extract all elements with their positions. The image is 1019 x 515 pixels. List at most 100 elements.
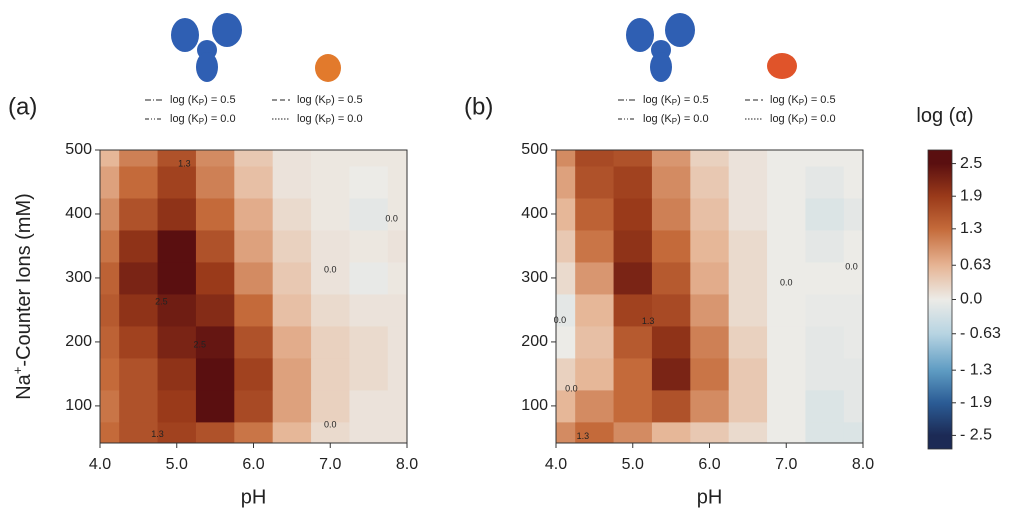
contour-cell (349, 229, 389, 263)
contour-cell (728, 150, 768, 167)
contour-cell (100, 357, 120, 391)
contour-cell (311, 357, 350, 391)
contour-cell (387, 325, 407, 359)
contour-cell (613, 165, 653, 199)
contour-cell (805, 389, 845, 423)
contour-cell (613, 293, 653, 327)
contour-cell (651, 261, 691, 295)
contour-cell (387, 357, 407, 391)
contour-cell (843, 197, 863, 231)
contour-cell (157, 229, 197, 263)
contour-cell (272, 357, 312, 391)
contour-cell (613, 421, 653, 443)
contour-cell (651, 150, 691, 167)
contour-cell (767, 197, 806, 231)
contour-cell (843, 293, 863, 327)
contour-cell (349, 197, 389, 231)
contour-cell (728, 261, 768, 295)
x-tick-label: 5.0 (622, 456, 644, 473)
y-tick-label: 300 (65, 269, 92, 286)
contour-cell (575, 150, 615, 167)
contour-cell (843, 421, 863, 443)
contour-cell (349, 150, 389, 167)
contour-cell (100, 389, 120, 423)
contour-cell (387, 150, 407, 167)
contour-cell (195, 421, 235, 443)
contour-cell (556, 261, 576, 295)
contour-cell (767, 389, 806, 423)
contour-cell (100, 197, 120, 231)
contour-label: 1.3 (178, 158, 191, 168)
contour-cell (272, 421, 312, 443)
contour-cell (349, 261, 389, 295)
contour-cell (234, 293, 274, 327)
contour-cell (728, 421, 768, 443)
contour-cell (195, 229, 235, 263)
contour-cell (843, 325, 863, 359)
contour-cell (157, 150, 197, 167)
contour-label: 2.5 (194, 339, 207, 349)
contour-cell (195, 293, 235, 327)
contour-field (556, 150, 863, 443)
contour-cell (843, 165, 863, 199)
y-tick-label: 500 (65, 141, 92, 158)
contour-cell (613, 229, 653, 263)
contour-cell (805, 197, 845, 231)
colorbar-tick-label: 2.5 (960, 155, 982, 172)
contour-cell (556, 357, 576, 391)
contour-cell (613, 389, 653, 423)
contour-cell (195, 325, 235, 359)
contour-cell (195, 197, 235, 231)
contour-cell (157, 389, 197, 423)
contour-cell (311, 197, 350, 231)
contour-cell (157, 261, 197, 295)
contour-cell (556, 150, 576, 167)
legend-label: log (KP) = 0.0 (643, 113, 709, 126)
contour-cell (575, 357, 615, 391)
x-tick-label: 5.0 (166, 456, 188, 473)
contour-cell (195, 261, 235, 295)
contour-cell (575, 325, 615, 359)
legend-post: ) = 0.5 (204, 94, 236, 106)
legend-sub: P (672, 98, 677, 107)
contour-cell (728, 325, 768, 359)
contour-cell (311, 261, 350, 295)
contour-cell (651, 229, 691, 263)
contour-cell (805, 325, 845, 359)
y-tick-label: 200 (521, 333, 548, 350)
contour-cell (613, 197, 653, 231)
contour-cell (767, 261, 806, 295)
contour-cell (272, 197, 312, 231)
y-tick-label: 400 (521, 205, 548, 222)
y-tick-label: 100 (65, 397, 92, 414)
legend-sub: P (799, 98, 804, 107)
contour-cell (234, 229, 274, 263)
colorbar-title: log (α) (916, 105, 973, 127)
contour-cell (387, 389, 407, 423)
contour-cell (805, 229, 845, 263)
x-tick-label: 7.0 (775, 456, 797, 473)
contour-cell (651, 389, 691, 423)
contour-cell (349, 165, 389, 199)
contour-cell (349, 357, 389, 391)
contour-cell (311, 229, 350, 263)
contour-cell (157, 325, 197, 359)
legend-post: ) = 0.5 (331, 94, 363, 106)
contour-cell (690, 421, 730, 443)
legend-label: log (KP) = 0.5 (643, 94, 709, 107)
colorbar-tick-label: 1.9 (960, 187, 982, 204)
contour-cell (651, 325, 691, 359)
contour-cell (234, 357, 274, 391)
contour-cell (728, 357, 768, 391)
contour-cell (690, 389, 730, 423)
colorbar-tick-label: 0.0 (960, 291, 982, 308)
contour-cell (272, 165, 312, 199)
contour-cell (690, 229, 730, 263)
x-tick-label: 6.0 (242, 456, 264, 473)
legend-sub: P (799, 117, 804, 126)
contour-label: 1.3 (151, 429, 164, 439)
contour-cell (728, 165, 768, 199)
legend-pre: log (K (770, 113, 799, 125)
contour-cell (311, 165, 350, 199)
contour-cell (556, 389, 576, 423)
